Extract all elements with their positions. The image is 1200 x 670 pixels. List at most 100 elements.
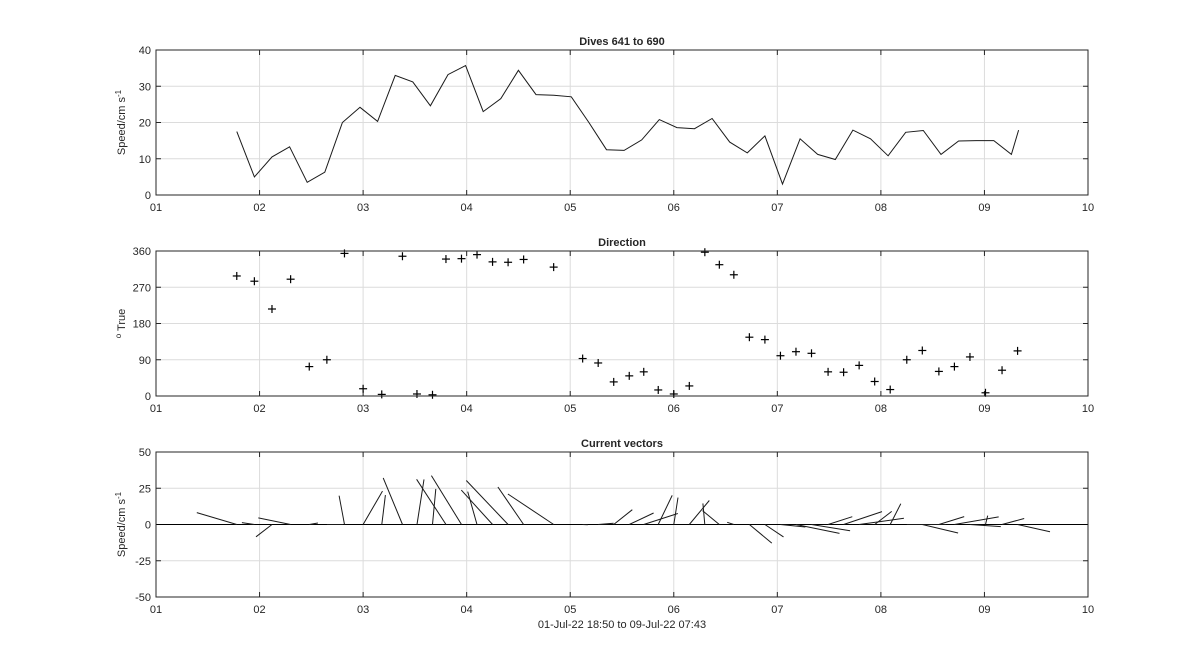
current-vector — [507, 493, 554, 525]
current-vector — [598, 522, 614, 525]
direction-marker — [504, 258, 513, 267]
y-tick-label: 270 — [133, 282, 151, 294]
y-tick-label: 50 — [139, 447, 151, 459]
x-tick-label: 08 — [875, 403, 887, 415]
x-tick-label: 09 — [978, 403, 990, 415]
y-axis-label: o True — [114, 309, 128, 339]
direction-marker — [760, 335, 769, 344]
x-tick-label: 02 — [253, 202, 265, 214]
y-axis-label-prefix: o — [114, 333, 123, 338]
current-vector — [628, 512, 654, 525]
direction-marker — [286, 275, 295, 284]
panel-title: Current vectors — [581, 438, 663, 450]
current-vector — [811, 524, 851, 532]
y-tick-label: 360 — [133, 246, 151, 258]
y-tick-label: 90 — [139, 355, 151, 367]
axes-frame — [155, 451, 1089, 598]
current-vector — [673, 497, 679, 525]
x-tick-label: 07 — [771, 403, 783, 415]
current-vector — [416, 479, 447, 525]
y-tick-label: 180 — [133, 319, 151, 331]
axes-frame — [155, 250, 1089, 397]
direction-marker — [870, 377, 879, 386]
current-vector — [702, 510, 720, 525]
x-tick-label: 05 — [564, 202, 576, 214]
current-vector — [985, 515, 989, 525]
current-vector — [843, 511, 883, 525]
direction-marker — [950, 362, 959, 371]
direction-marker — [981, 388, 990, 397]
x-tick-label: 02 — [253, 604, 265, 616]
current-vector — [460, 489, 493, 525]
current-vector — [465, 480, 509, 525]
y-tick-label: 0 — [145, 391, 151, 403]
direction-marker — [377, 390, 386, 399]
current-vector — [657, 495, 673, 525]
current-vector — [859, 517, 904, 525]
x-tick-label: 07 — [771, 604, 783, 616]
x-tick-label: 10 — [1082, 604, 1094, 616]
direction-marker — [267, 305, 276, 313]
direction-marker — [578, 354, 587, 363]
current-vector — [938, 516, 965, 525]
current-vector — [889, 503, 902, 525]
direction-marker — [918, 346, 927, 355]
direction-marker — [776, 351, 785, 360]
direction-marker — [700, 248, 709, 257]
direction-marker — [232, 271, 241, 280]
y-axis-label: Speed/cm s-1 — [114, 89, 128, 155]
direction-panel: 01 02 03 04 05 06 07 08 09 10 0 90 180 270 360 Directio… — [114, 237, 1094, 415]
x-tick-label: 06 — [668, 202, 680, 214]
current-vector — [196, 512, 237, 525]
current-vector — [1001, 518, 1025, 525]
direction-marker — [441, 255, 450, 264]
x-tick-label: 03 — [357, 403, 369, 415]
x-tick-label: 09 — [978, 202, 990, 214]
y-tick-label: 20 — [139, 118, 151, 130]
x-tick-label: 01 — [150, 403, 162, 415]
direction-marker — [791, 347, 800, 356]
x-tick-label: 04 — [461, 403, 473, 415]
current-vector — [497, 486, 525, 525]
y-axis-label-text: Speed/cm s — [116, 499, 128, 558]
direction-marker — [428, 390, 437, 399]
direction-marker — [934, 367, 943, 376]
y-axis-label-unit: -1 — [114, 491, 123, 499]
direction-marker — [715, 260, 724, 269]
current-vector — [874, 511, 893, 525]
x-tick-label: 05 — [564, 604, 576, 616]
direction-marker — [398, 252, 407, 261]
current-vector — [1017, 524, 1051, 533]
y-axis-label-unit: -1 — [114, 89, 123, 97]
current-vector — [241, 522, 255, 525]
y-tick-label: -25 — [135, 556, 151, 568]
y-tick-label: -50 — [135, 592, 151, 604]
direction-marker — [305, 362, 314, 371]
x-tick-label: 01 — [150, 202, 162, 214]
direction-marker — [685, 381, 694, 390]
direction-marker — [609, 377, 618, 386]
direction-marker — [457, 254, 466, 263]
y-axis-label: Speed/cm s-1 — [114, 491, 128, 557]
current-vector — [954, 516, 999, 525]
direction-marker — [412, 389, 421, 398]
current-vector — [467, 491, 478, 525]
x-tick-label: 09 — [978, 604, 990, 616]
current-vector — [702, 503, 706, 525]
x-tick-label: 04 — [461, 202, 473, 214]
direction-marker — [639, 367, 648, 376]
direction-marker — [1013, 346, 1022, 355]
current-vector — [969, 524, 1001, 528]
y-tick-label: 0 — [145, 190, 151, 202]
current-vector — [827, 516, 853, 525]
direction-marker — [745, 333, 754, 342]
direction-marker — [473, 250, 482, 259]
current-vector — [382, 477, 403, 525]
y-tick-label: 40 — [139, 45, 151, 57]
x-tick-label: 02 — [253, 403, 265, 415]
x-tick-label: 03 — [357, 202, 369, 214]
x-tick-label: 07 — [771, 202, 783, 214]
y-tick-label: 30 — [139, 81, 151, 93]
x-tick-label: 05 — [564, 403, 576, 415]
